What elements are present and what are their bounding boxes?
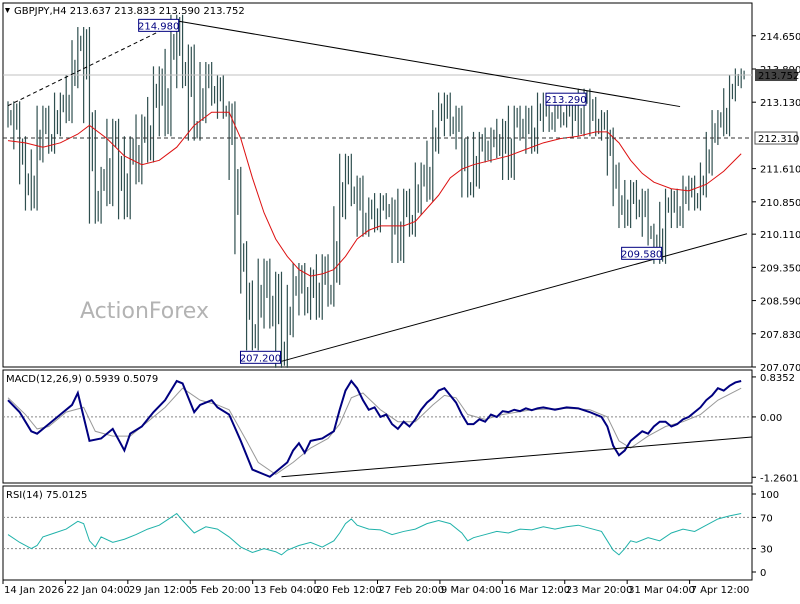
price-axis-label: 209.350 <box>760 263 800 274</box>
x-axis-label: 31 Mar 04:00 <box>628 585 695 596</box>
macd-panel-frame <box>2 369 753 484</box>
level-price-label: 212.310 <box>758 134 799 145</box>
trendline <box>281 233 748 362</box>
x-axis-label: 23 Mar 20:00 <box>566 585 633 596</box>
x-axis-label: 16 Mar 12:00 <box>503 585 570 596</box>
macd-signal-line <box>7 387 742 475</box>
price-axis-label: 208.590 <box>760 297 800 308</box>
macd-label: MACD(12,26,9) 0.5939 0.5079 <box>6 374 158 385</box>
rsi-axis-label: 30 <box>760 545 773 556</box>
price-axis-label: 207.070 <box>760 363 800 374</box>
price-callout-label: 213.290 <box>545 95 586 106</box>
price-callout-box <box>138 18 180 32</box>
last-price-tag <box>755 69 797 82</box>
price-axis-label: 210.110 <box>760 230 800 241</box>
rsi-label: RSI(14) 75.0125 <box>6 490 87 501</box>
macd-main-line <box>7 379 742 478</box>
macd-axis-label: 0.8352 <box>760 373 795 384</box>
price-callout-label: 209.580 <box>621 249 662 260</box>
trendline <box>179 20 681 108</box>
x-axis-label: 13 Feb 04:00 <box>254 585 320 596</box>
moving-average-line <box>7 111 742 277</box>
price-callout-label: 207.200 <box>240 353 281 364</box>
price-axis-label: 213.130 <box>760 98 800 109</box>
chart-title: GBPJPY,H4 213.637 213.833 213.590 213.75… <box>14 6 245 17</box>
rsi-axis-label: 70 <box>760 513 773 524</box>
price-panel-frame <box>2 2 753 368</box>
x-axis-label: 5 Feb 20:00 <box>191 585 250 596</box>
price-callout-box <box>239 350 281 364</box>
x-axis-label: 27 Feb 20:00 <box>379 585 445 596</box>
x-axis-label: 14 Jan 2026 <box>4 585 64 596</box>
price-axis-label: 211.610 <box>760 165 800 176</box>
x-axis-label: 9 Mar 04:00 <box>441 585 501 596</box>
price-callout-box <box>621 246 663 260</box>
rsi-axis-label: 0 <box>760 568 766 579</box>
macd-axis-label: 0.00 <box>760 413 782 424</box>
x-axis-label: 7 Apr 12:00 <box>691 585 750 596</box>
last-price-label: 213.752 <box>758 71 799 82</box>
macd-trendline <box>281 436 753 478</box>
x-axis-label: 22 Jan 04:00 <box>66 585 129 596</box>
x-axis-label: 29 Jan 12:00 <box>129 585 192 596</box>
rsi-axis-label: 100 <box>760 490 779 501</box>
trendline <box>7 20 180 107</box>
rsi-panel-frame <box>2 485 753 581</box>
price-axis-label: 214.650 <box>760 32 800 43</box>
price-axis-label: 207.830 <box>760 330 800 341</box>
dropdown-arrow-icon <box>5 8 10 13</box>
x-axis-label: 20 Feb 12:00 <box>316 585 382 596</box>
watermark-text: ActionForex <box>80 299 209 324</box>
price-callout-label: 214.980 <box>138 21 179 32</box>
price-callout-box <box>545 92 587 106</box>
rsi-line <box>7 512 742 556</box>
price-axis-label: 210.850 <box>760 198 800 209</box>
level-price-tag <box>754 131 798 145</box>
macd-axis-label: -1.2601 <box>760 473 799 484</box>
